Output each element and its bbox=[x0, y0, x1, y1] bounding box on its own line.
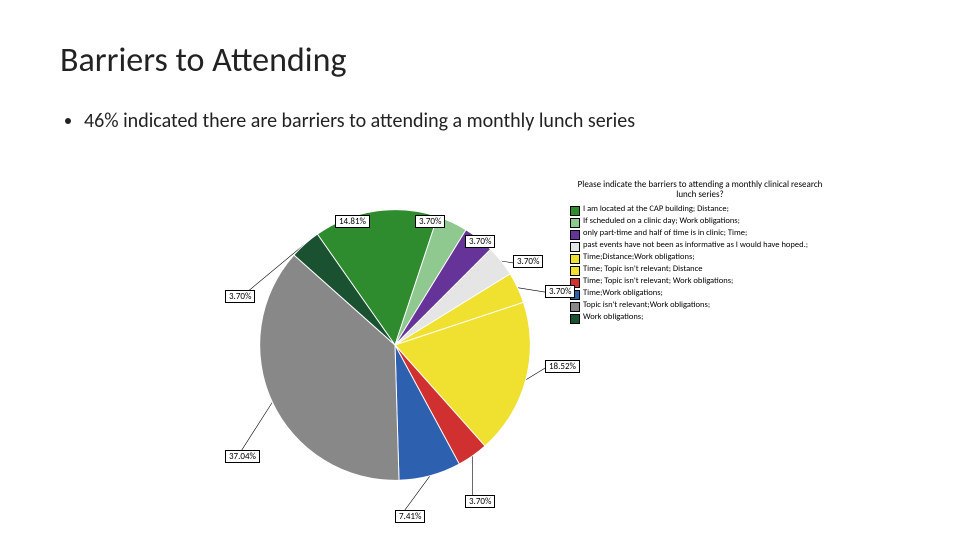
pie-slice-label: 3.70% bbox=[465, 235, 495, 248]
legend-item: Time;Work obligations; bbox=[570, 289, 830, 300]
page-title: Barriers to Attending bbox=[60, 40, 900, 81]
legend-label: If scheduled on a clinic day; Work oblig… bbox=[583, 217, 830, 227]
legend-label: Time; Topic isn't relevant; Distance bbox=[583, 265, 830, 275]
pie-slice-label: 18.52% bbox=[545, 360, 580, 373]
legend-swatch bbox=[570, 242, 580, 252]
legend-item: If scheduled on a clinic day; Work oblig… bbox=[570, 217, 830, 228]
legend-item: I am located at the CAP building; Distan… bbox=[570, 205, 830, 216]
legend-item: past events have not been as informative… bbox=[570, 241, 830, 252]
pie-chart: Please indicate the barriers to attendin… bbox=[200, 180, 840, 520]
legend-swatch bbox=[570, 218, 580, 228]
legend-item: Work obligations; bbox=[570, 313, 830, 324]
legend-item: Topic isn't relevant;Work obligations; bbox=[570, 301, 830, 312]
legend-label: Time;Distance;Work obligations; bbox=[583, 253, 830, 263]
legend-swatch bbox=[570, 206, 580, 216]
bullet-item: 46% indicated there are barriers to atte… bbox=[84, 109, 900, 133]
pie-graphic bbox=[250, 200, 540, 490]
legend-swatch bbox=[570, 266, 580, 276]
legend-item: Time; Topic isn't relevant; Distance bbox=[570, 265, 830, 276]
bullet-list: 46% indicated there are barriers to atte… bbox=[60, 109, 900, 133]
legend-label: I am located at the CAP building; Distan… bbox=[583, 205, 830, 215]
pie-slice-label: 37.04% bbox=[225, 450, 260, 463]
pie-slice-label: 3.70% bbox=[465, 495, 495, 508]
legend-swatch bbox=[570, 314, 580, 324]
legend-label: Work obligations; bbox=[583, 313, 830, 323]
legend-label: Time; Topic isn't relevant; Work obligat… bbox=[583, 277, 830, 287]
pie-slice-label: 3.70% bbox=[545, 285, 575, 298]
pie-slice-label: 3.70% bbox=[415, 215, 445, 228]
pie-slice-label: 7.41% bbox=[395, 510, 425, 523]
legend-label: past events have not been as informative… bbox=[583, 241, 830, 251]
pie-slice-label: 3.70% bbox=[225, 290, 255, 303]
legend-swatch bbox=[570, 302, 580, 312]
pie-slice-label: 14.81% bbox=[335, 215, 370, 228]
pie-slice-label: 3.70% bbox=[513, 255, 543, 268]
legend-item: Time;Distance;Work obligations; bbox=[570, 253, 830, 264]
legend-label: only part-time and half of time is in cl… bbox=[583, 229, 830, 239]
legend-item: Time; Topic isn't relevant; Work obligat… bbox=[570, 277, 830, 288]
chart-question: Please indicate the barriers to attendin… bbox=[570, 180, 830, 201]
legend-swatch bbox=[570, 254, 580, 264]
legend-swatch bbox=[570, 230, 580, 240]
chart-legend: I am located at the CAP building; Distan… bbox=[570, 205, 830, 324]
legend-label: Topic isn't relevant;Work obligations; bbox=[583, 301, 830, 311]
legend-label: Time;Work obligations; bbox=[583, 289, 830, 299]
legend-item: only part-time and half of time is in cl… bbox=[570, 229, 830, 240]
